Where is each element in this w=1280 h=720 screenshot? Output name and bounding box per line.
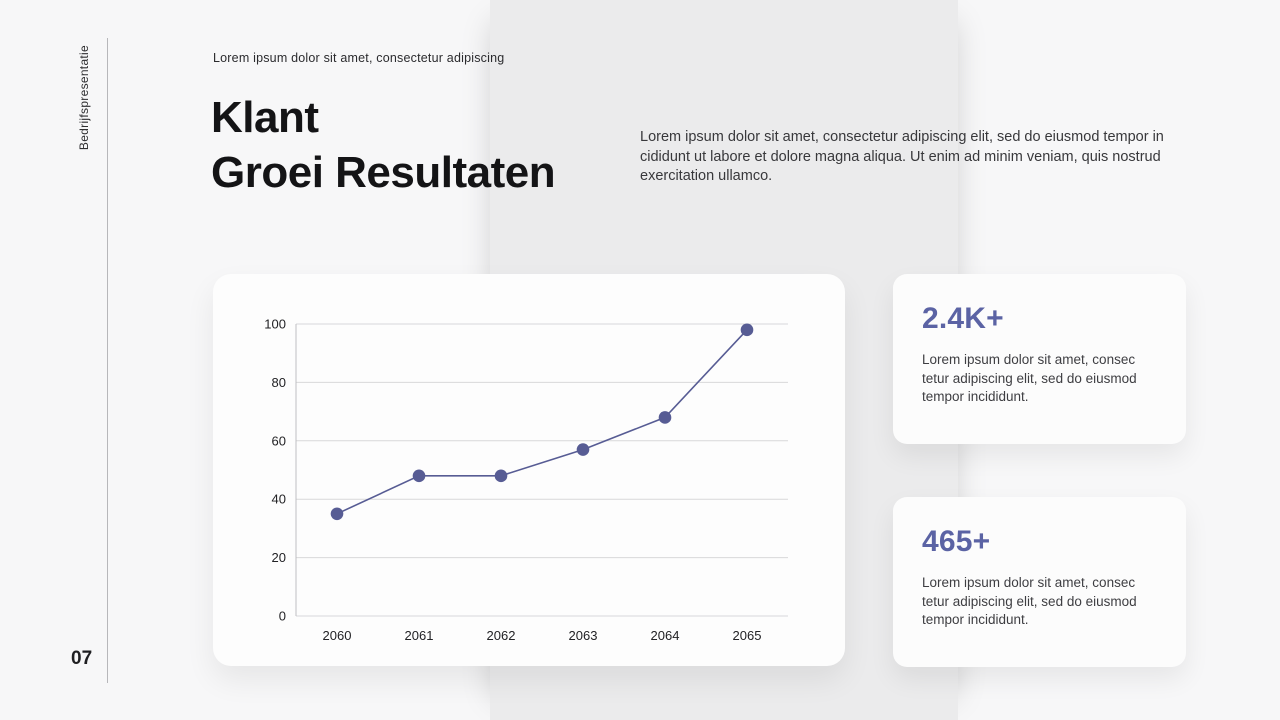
- stat-card: 2.4K+ Lorem ipsum dolor sit amet, consec…: [893, 274, 1186, 444]
- vertical-label: Bedrijfspresentatie: [77, 45, 91, 151]
- stat-value: 465+: [922, 525, 991, 558]
- page-title: Klant Groei Resultaten: [211, 90, 556, 200]
- stat-card: 465+ Lorem ipsum dolor sit amet, consec …: [893, 497, 1186, 667]
- intro-paragraph: Lorem ipsum dolor sit amet, consectetur …: [640, 129, 1164, 184]
- svg-text:100: 100: [264, 317, 286, 332]
- sidebar-rule: [107, 38, 108, 683]
- svg-text:80: 80: [272, 375, 286, 390]
- svg-text:2062: 2062: [487, 628, 516, 643]
- svg-text:2065: 2065: [733, 628, 762, 643]
- svg-text:2063: 2063: [569, 628, 598, 643]
- svg-text:60: 60: [272, 433, 286, 448]
- svg-text:2064: 2064: [651, 628, 680, 643]
- chart-card: 0 20 40 60 80 100 2060 2061 2062 2063 2064 2065: [213, 274, 845, 666]
- kicker-text: Lorem ipsum dolor sit amet, consectetur …: [213, 51, 505, 65]
- stat-description: Lorem ipsum dolor sit amet, consec tetur…: [922, 575, 1137, 627]
- stat-value: 2.4K+: [922, 302, 1004, 335]
- stat-description: Lorem ipsum dolor sit amet, consec tetur…: [922, 352, 1137, 404]
- page-number: 07: [71, 648, 93, 669]
- svg-text:0: 0: [279, 609, 286, 624]
- title-line-1: Klant: [211, 93, 319, 142]
- svg-text:2061: 2061: [405, 628, 434, 643]
- title-line-2: Groei Resultaten: [211, 148, 556, 197]
- growth-line-chart: 0 20 40 60 80 100 2060 2061 2062 2063 2064 2065: [264, 317, 788, 643]
- svg-text:2060: 2060: [323, 628, 352, 643]
- svg-text:20: 20: [272, 550, 286, 565]
- svg-text:40: 40: [272, 492, 286, 507]
